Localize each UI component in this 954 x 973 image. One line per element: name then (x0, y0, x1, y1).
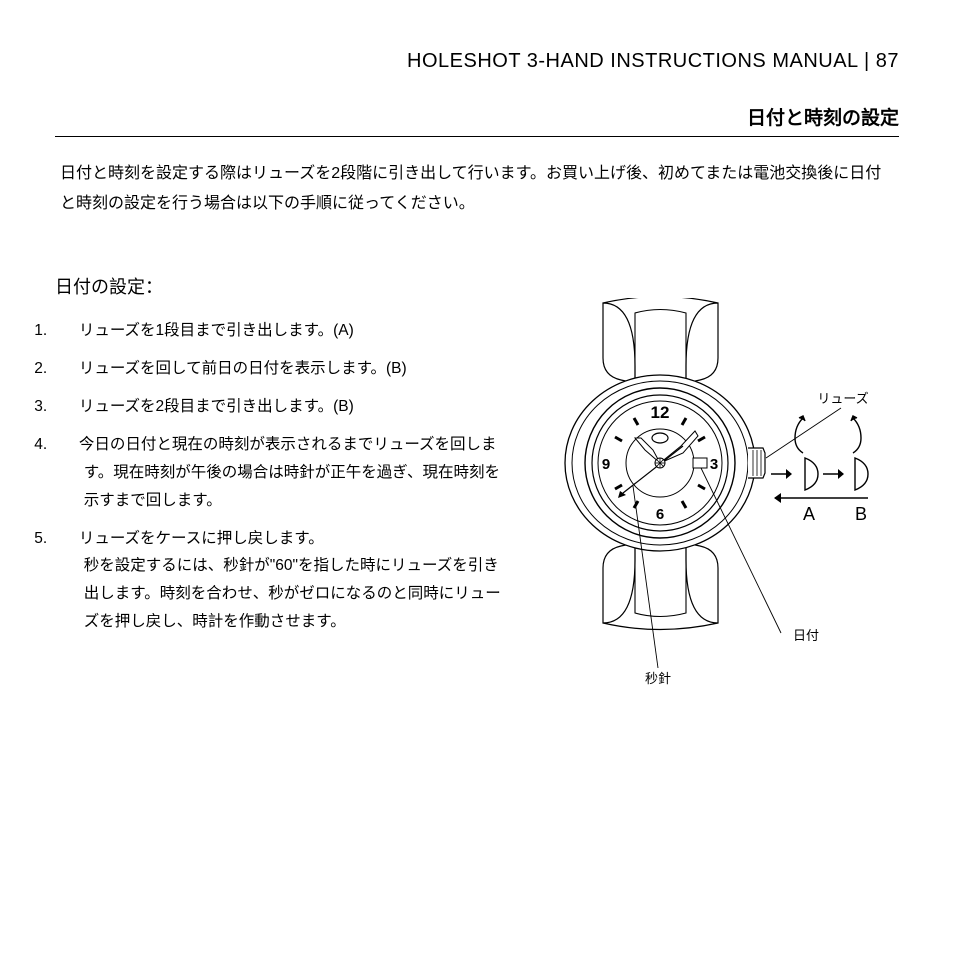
section-title: 日付と時刻の設定 (55, 103, 899, 130)
watch-diagram: 12 3 6 9 (523, 298, 893, 728)
step-number: 5. (59, 525, 75, 553)
subheading: 日付の設定： (55, 273, 505, 299)
step-number: 4. (59, 431, 75, 459)
step-number: 1. (59, 317, 75, 345)
rotation-arrows-icon (795, 416, 861, 453)
diagram-column: 12 3 6 9 (523, 273, 899, 728)
step-2: 2. リューズを回して前日の日付を表示します。(B) (59, 355, 505, 383)
steps-list: 1. リューズを1段目まで引き出します。(A) 2. リューズを回して前日の日付… (55, 317, 505, 636)
step-number: 2. (59, 355, 75, 383)
page-header: HOLESHOT 3-HAND INSTRUCTIONS MANUAL | 87 (55, 50, 899, 73)
step-3: 3. リューズを2段目まで引き出します。(B) (59, 393, 505, 421)
dial-6: 6 (656, 506, 664, 523)
step-5: 5. リューズをケースに押し戻します。秒を設定するには、秒針が"60"を指した時… (59, 525, 505, 637)
step-text: リューズを2段目まで引き出します。(B) (79, 398, 354, 415)
dial-12: 12 (651, 403, 670, 422)
page-number: 87 (876, 50, 899, 72)
header-separator: | (858, 50, 876, 72)
manual-title: HOLESHOT 3-HAND INSTRUCTIONS MANUAL (407, 50, 858, 72)
step-text: リューズをケースに押し戻します。秒を設定するには、秒針が"60"を指した時にリュ… (79, 530, 501, 631)
label-second-hand: 秒針 (645, 671, 671, 686)
label-date: 日付 (793, 628, 819, 643)
label-crown: リューズ (817, 391, 868, 406)
label-pos-b: B (855, 504, 867, 524)
step-text: リューズを1段目まで引き出します。(A) (79, 322, 354, 339)
step-text: リューズを回して前日の日付を表示します。(B) (79, 360, 407, 377)
intro-paragraph: 日付と時刻を設定する際はリューズを2段階に引き出して行います。お買い上げ後、初め… (55, 159, 899, 218)
instructions-column: 日付の設定： 1. リューズを1段目まで引き出します。(A) 2. リューズを回… (55, 273, 505, 728)
content-row: 日付の設定： 1. リューズを1段目まで引き出します。(A) 2. リューズを回… (55, 273, 899, 728)
step-1: 1. リューズを1段目まで引き出します。(A) (59, 317, 505, 345)
section-divider (55, 136, 899, 137)
dial-9: 9 (602, 456, 610, 473)
step-number: 3. (59, 393, 75, 421)
step-text: 今日の日付と現在の時刻が表示されるまでリューズを回します。現在時刻が午後の場合は… (79, 436, 500, 509)
dial-3: 3 (710, 456, 718, 473)
label-pos-a: A (803, 504, 815, 524)
step-4: 4. 今日の日付と現在の時刻が表示されるまでリューズを回します。現在時刻が午後の… (59, 431, 505, 515)
